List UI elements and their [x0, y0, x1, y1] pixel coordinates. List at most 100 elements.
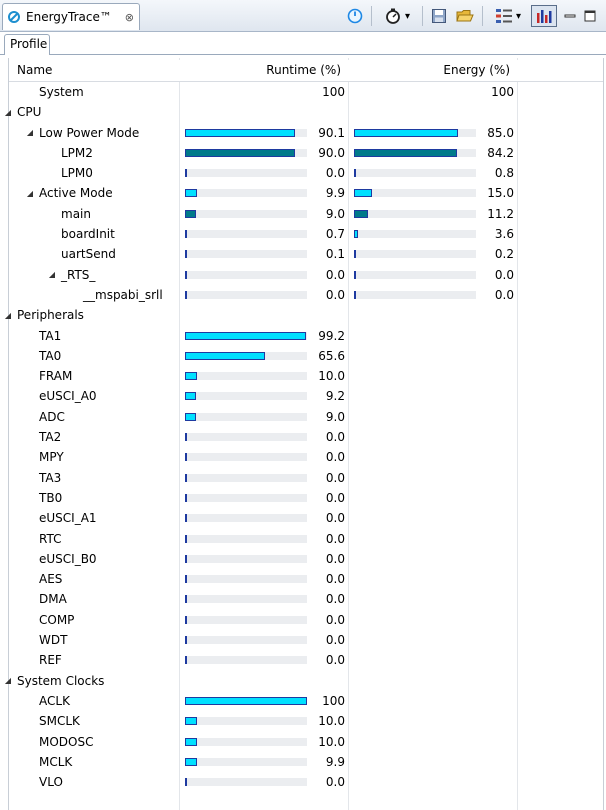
column-header-name[interactable]: Name [17, 63, 53, 77]
table-row[interactable]: ACLK 100 [9, 691, 603, 711]
table-row[interactable]: ◢ Peripherals [5, 305, 603, 325]
table-row[interactable]: ◢ System Clocks [5, 671, 603, 691]
row-name-cell: TA3 [39, 470, 61, 486]
row-name-cell: MODOSC [39, 734, 93, 750]
row-name-cell: MPY [39, 449, 64, 465]
stopwatch-icon [386, 8, 400, 24]
table-row[interactable]: VLO 0.0 [9, 772, 603, 792]
table-row[interactable]: ◢ _RTS_ 0.0 0.0 [9, 265, 603, 285]
expand-toggle-icon[interactable]: ◢ [48, 270, 56, 280]
runtime-bar-track [185, 717, 307, 726]
maximize-button[interactable] [582, 6, 598, 26]
table-row[interactable]: MODOSC 10.0 [9, 732, 603, 752]
table-row[interactable]: MCLK 9.9 [9, 752, 603, 772]
layout-button[interactable]: ▾ [489, 6, 527, 26]
runtime-bar [185, 392, 196, 401]
chart-toggle-button[interactable] [531, 5, 557, 27]
table-row[interactable]: ◢ Active Mode 9.9 15.0 [9, 183, 603, 203]
expand-toggle-icon[interactable]: ◢ [4, 676, 12, 686]
row-name-cell: main [61, 206, 91, 222]
runtime-bar-track [185, 737, 307, 746]
energytrace-view-tab[interactable]: EnergyTrace™ ⊗ [2, 3, 140, 30]
table-row[interactable]: uartSend 0.1 0.2 [9, 244, 603, 264]
expand-toggle-icon[interactable]: ◢ [4, 310, 12, 320]
row-label: RTC [39, 531, 62, 546]
runtime-value: 10.0 [318, 369, 345, 384]
table-row[interactable]: SMCLK 10.0 [9, 711, 603, 731]
tab-profile[interactable]: Profile [4, 34, 50, 55]
row-name-cell: ACLK [39, 693, 70, 709]
table-row[interactable]: AES 0.0 [9, 569, 603, 589]
row-name-cell: ◢ System Clocks [3, 673, 105, 689]
row-label: TA0 [39, 348, 62, 363]
table-row[interactable]: DMA 0.0 [9, 589, 603, 609]
minimize-button[interactable] [562, 6, 578, 26]
row-label: MCLK [39, 754, 73, 769]
power-button[interactable] [345, 6, 365, 26]
stopwatch-dropdown-icon[interactable]: ▾ [404, 10, 411, 22]
save-button[interactable] [429, 6, 449, 26]
runtime-bar [185, 595, 187, 604]
table-row[interactable]: ADC 9.0 [9, 407, 603, 427]
table-row[interactable]: MPY 0.0 [9, 447, 603, 467]
table-row[interactable]: ◢ CPU [5, 102, 603, 122]
table-body: System 100 100 ◢ CPU ◢ Low Power Mode 90.1 85.0 L… [5, 82, 603, 792]
view-title: EnergyTrace™ [26, 10, 112, 24]
row-label: FRAM [39, 369, 73, 384]
runtime-bar [185, 575, 187, 584]
runtime-bar-track [185, 230, 307, 239]
expand-toggle-icon[interactable]: ◢ [4, 107, 12, 117]
runtime-bar [185, 169, 187, 178]
runtime-value: 0.0 [325, 653, 345, 668]
runtime-value: 65.6 [318, 348, 345, 363]
runtime-bar-track [185, 473, 307, 482]
table-row[interactable]: System 100 100 [9, 82, 603, 102]
table-row[interactable]: REF 0.0 [9, 650, 603, 670]
table-row[interactable]: COMP 0.0 [9, 610, 603, 630]
runtime-bar-track [185, 270, 307, 279]
table-row[interactable]: TA3 0.0 [9, 468, 603, 488]
table-row[interactable]: TB0 0.0 [9, 488, 603, 508]
table-row[interactable]: LPM0 0.0 0.8 [9, 163, 603, 183]
runtime-value: 0.0 [325, 267, 345, 282]
column-header-runtime[interactable]: Runtime (%) [266, 63, 341, 77]
column-header-energy[interactable]: Energy (%) [443, 63, 510, 77]
open-folder-button[interactable] [454, 6, 476, 26]
table-row[interactable]: __mspabi_srll 0.0 0.0 [9, 285, 603, 305]
table-row[interactable]: LPM2 90.0 84.2 [9, 143, 603, 163]
runtime-bar-track [185, 636, 307, 645]
table-row[interactable]: RTC 0.0 [9, 529, 603, 549]
runtime-bar [185, 372, 197, 381]
table-row[interactable]: ◢ Low Power Mode 90.1 85.0 [9, 123, 603, 143]
table-row[interactable]: FRAM 10.0 [9, 366, 603, 386]
stopwatch-button[interactable]: ▾ [378, 6, 416, 26]
close-view-icon[interactable]: ⊗ [124, 10, 134, 24]
row-label: WDT [39, 633, 68, 648]
energy-bar [354, 189, 372, 198]
table-row[interactable]: eUSCI_A1 0.0 [9, 508, 603, 528]
table-row[interactable]: eUSCI_B0 0.0 [9, 549, 603, 569]
runtime-bar [185, 656, 187, 665]
table-row[interactable]: main 9.0 11.2 [9, 204, 603, 224]
runtime-value: 9.9 [325, 754, 345, 769]
row-name-cell: ◢ _RTS_ [47, 267, 96, 283]
column-divider [348, 58, 349, 810]
row-label: TA2 [39, 430, 62, 445]
row-label: eUSCI_A0 [39, 389, 97, 404]
table-row[interactable]: TA2 0.0 [9, 427, 603, 447]
runtime-bar [185, 290, 187, 299]
runtime-value: 90.1 [318, 125, 345, 140]
row-name-cell: TA0 [39, 348, 61, 364]
layout-dropdown-icon[interactable]: ▾ [515, 10, 522, 22]
expand-toggle-icon[interactable]: ◢ [26, 128, 34, 138]
table-row[interactable]: TA1 99.2 [9, 326, 603, 346]
table-row[interactable]: TA0 65.6 [9, 346, 603, 366]
runtime-bar-track [185, 696, 307, 705]
column-divider [517, 58, 518, 810]
table-row[interactable]: WDT 0.0 [9, 630, 603, 650]
table-row[interactable]: eUSCI_A0 9.2 [9, 386, 603, 406]
table-row[interactable]: boardInit 0.7 3.6 [9, 224, 603, 244]
runtime-bar-track [185, 778, 307, 787]
expand-toggle-icon[interactable]: ◢ [26, 188, 34, 198]
row-label: TA3 [39, 470, 62, 485]
